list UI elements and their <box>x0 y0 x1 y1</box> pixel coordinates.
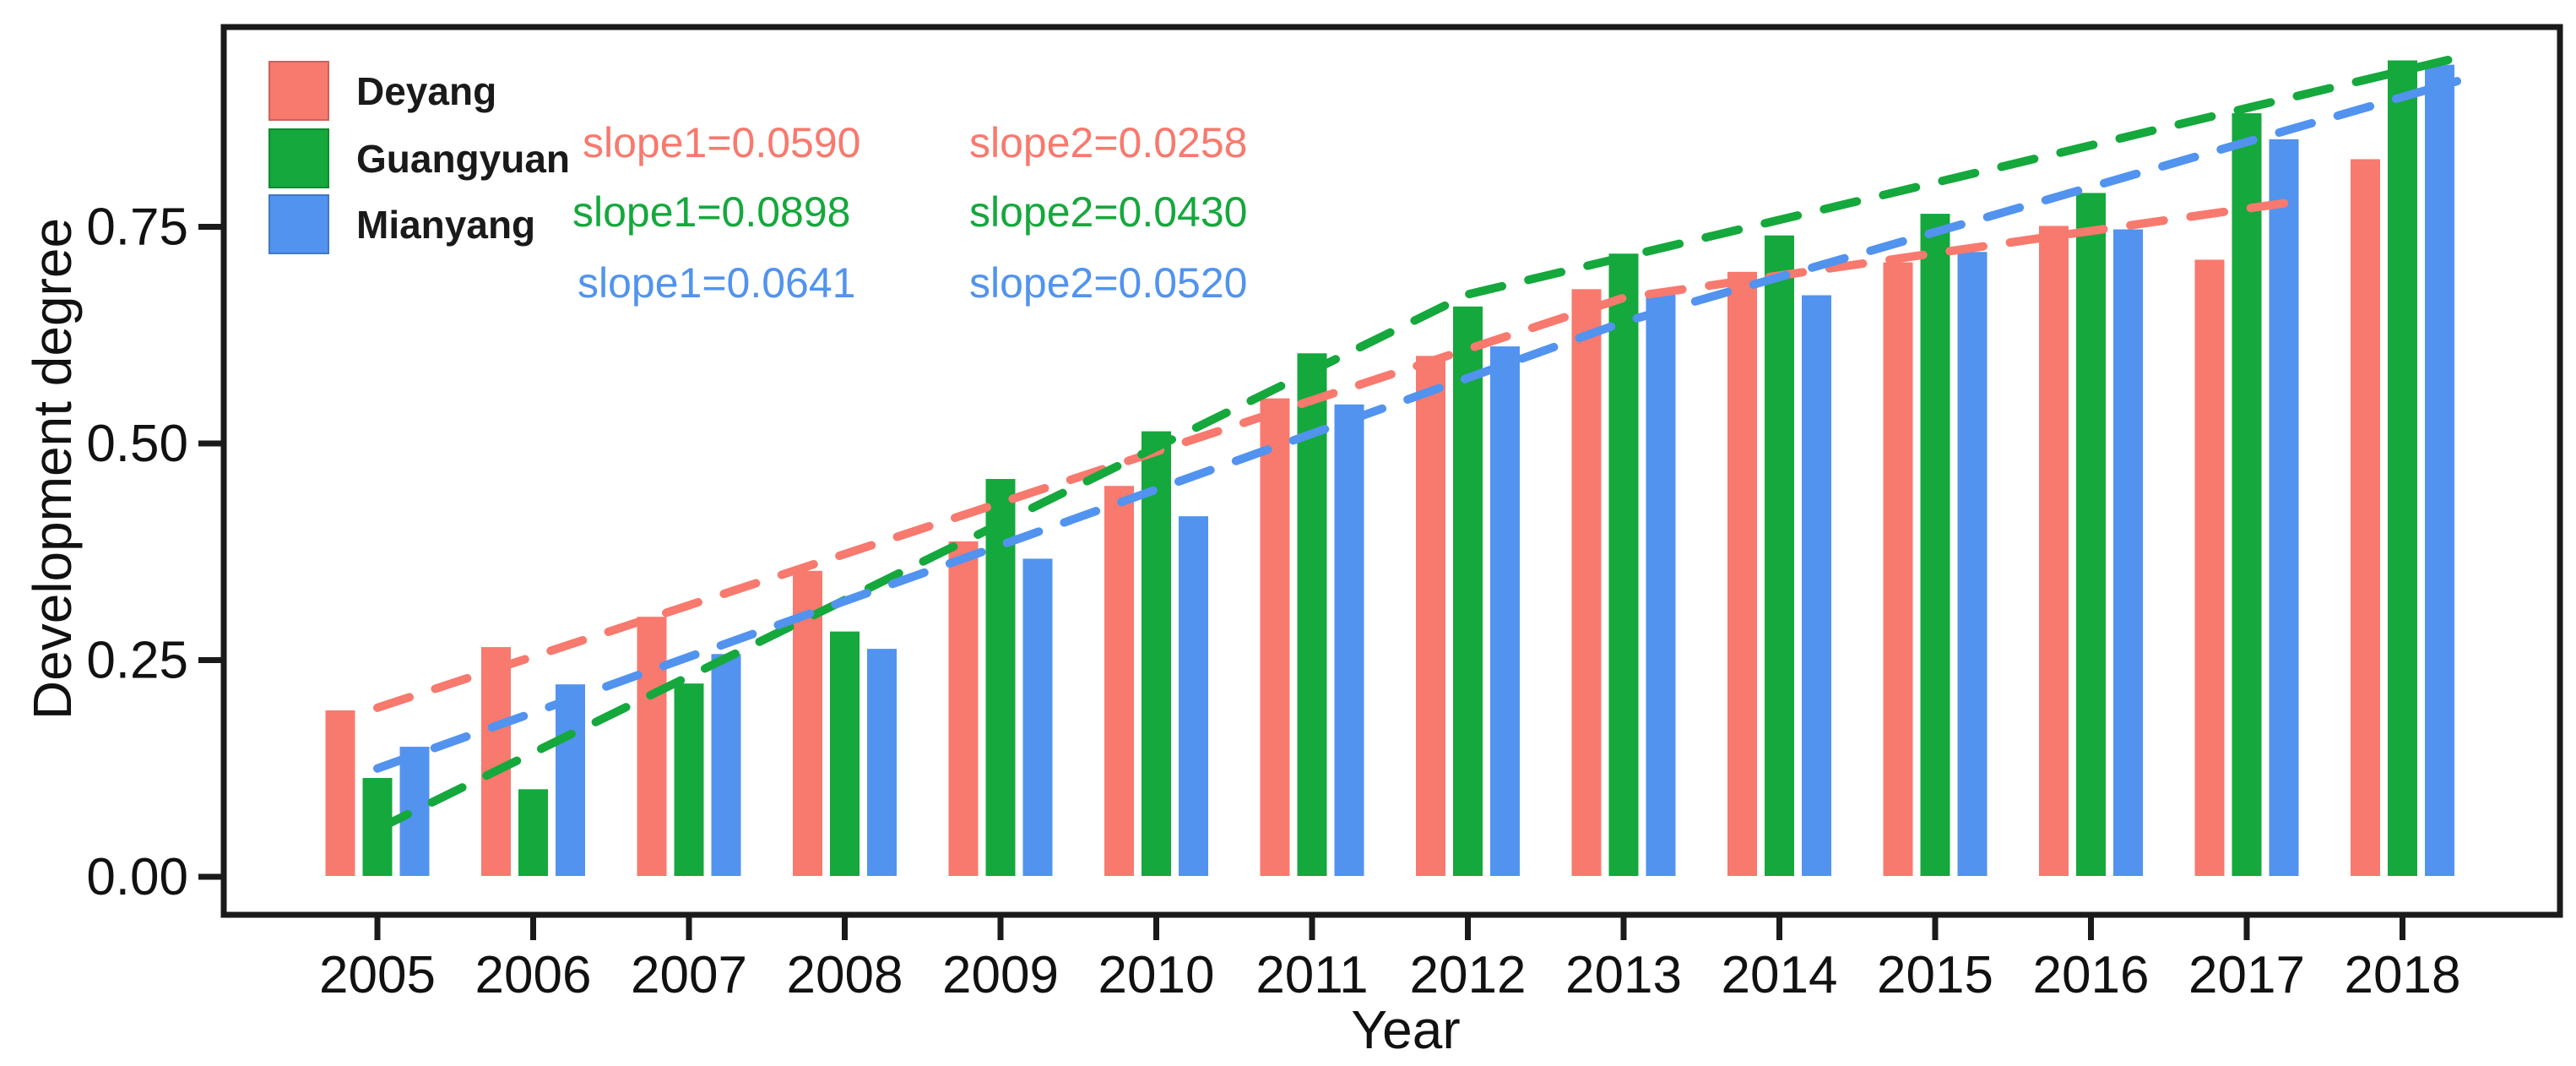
slope1-mianyang: slope1=0.0641 <box>578 259 856 307</box>
x-tick-label-2006: 2006 <box>475 946 592 1004</box>
x-tick-label-2008: 2008 <box>787 946 903 1004</box>
x-axis-title: Year <box>1351 999 1461 1060</box>
x-tick-label-2010: 2010 <box>1098 946 1215 1004</box>
bar-guangyuan-2018 <box>2386 58 2419 878</box>
legend-label-mianyang: Mianyang <box>356 202 536 247</box>
legend-label-deyang: Deyang <box>356 68 497 113</box>
bar-guangyuan-2015 <box>1918 212 1952 878</box>
y-axis-title: Development degree <box>22 217 83 721</box>
bar-mianyang-2012 <box>1489 345 1521 878</box>
slope1-deyang: slope1=0.0590 <box>583 119 861 166</box>
bar-mianyang-2006 <box>554 683 587 878</box>
slope2-mianyang: slope2=0.0520 <box>969 259 1248 307</box>
bar-mianyang-2018 <box>2423 63 2456 878</box>
bar-deyang-2016 <box>2037 224 2070 878</box>
x-tick-label-2013: 2013 <box>1565 946 1682 1004</box>
x-tick-label-2005: 2005 <box>319 946 436 1004</box>
x-tick-label-2011: 2011 <box>1255 946 1368 1004</box>
legend-swatch-mianyang <box>268 194 329 254</box>
y-tick-label-0.00: 0.00 <box>86 848 188 906</box>
x-tick-label-2018: 2018 <box>2345 946 2461 1004</box>
legend-swatch-deyang <box>268 61 329 121</box>
bar-deyang-2005 <box>323 708 357 878</box>
bar-deyang-2015 <box>1881 260 1915 878</box>
y-tick-label-0.25: 0.25 <box>86 632 188 690</box>
bar-mianyang-2009 <box>1021 557 1055 878</box>
x-tick-label-2007: 2007 <box>631 946 747 1004</box>
bar-deyang-2013 <box>1570 287 1603 878</box>
bar-mianyang-2005 <box>398 745 431 878</box>
bar-guangyuan-2010 <box>1140 429 1173 878</box>
bar-deyang-2014 <box>1726 269 1759 878</box>
bar-deyang-2010 <box>1103 484 1136 878</box>
bar-guangyuan-2016 <box>2074 191 2107 878</box>
bar-guangyuan-2008 <box>828 629 861 878</box>
bar-deyang-2011 <box>1258 396 1292 878</box>
plot-border <box>220 24 2563 918</box>
legend-item-guangyuan: Guangyuan <box>268 128 570 188</box>
bar-guangyuan-2014 <box>1763 233 1796 878</box>
bar-deyang-2012 <box>1414 354 1447 878</box>
slope2-deyang: slope2=0.0258 <box>969 119 1248 166</box>
legend-swatch-guangyuan <box>268 128 329 188</box>
x-tick-label-2014: 2014 <box>1722 946 1838 1004</box>
x-tick-label-2017: 2017 <box>2188 946 2305 1004</box>
trendline-mianyang <box>373 77 2462 773</box>
trendline-deyang <box>373 196 2306 712</box>
legend-item-deyang: Deyang <box>268 61 496 121</box>
bar-guangyuan-2017 <box>2230 111 2264 878</box>
bar-mianyang-2011 <box>1332 402 1366 878</box>
x-tick-label-2016: 2016 <box>2033 946 2150 1004</box>
bar-guangyuan-2007 <box>672 682 706 878</box>
bar-mianyang-2007 <box>709 652 743 878</box>
bar-mianyang-2017 <box>2267 137 2301 878</box>
bar-guangyuan-2006 <box>517 787 550 878</box>
x-tick-label-2015: 2015 <box>1877 946 1993 1004</box>
bar-deyang-2017 <box>2193 258 2226 878</box>
bar-mianyang-2008 <box>865 647 898 878</box>
slope1-guangyuan: slope1=0.0898 <box>572 188 851 236</box>
bar-mianyang-2014 <box>1800 293 1833 878</box>
bar-deyang-2018 <box>2349 157 2382 878</box>
x-tick-label-2012: 2012 <box>1410 946 1527 1004</box>
bar-mianyang-2015 <box>1955 250 1989 878</box>
bar-deyang-2007 <box>635 615 669 878</box>
x-tick-label-2009: 2009 <box>942 946 1059 1004</box>
y-tick-label-0.75: 0.75 <box>86 199 188 257</box>
bar-deyang-2009 <box>946 539 980 878</box>
bar-guangyuan-2012 <box>1451 304 1484 878</box>
y-tick-label-0.50: 0.50 <box>86 415 188 473</box>
bar-guangyuan-2013 <box>1607 252 1641 878</box>
trendline-guangyuan <box>373 53 2462 834</box>
legend-label-guangyuan: Guangyuan <box>356 136 571 181</box>
legend-item-mianyang: Mianyang <box>268 194 535 254</box>
bar-mianyang-2016 <box>2112 227 2145 878</box>
bar-mianyang-2013 <box>1644 290 1678 878</box>
bar-mianyang-2010 <box>1177 514 1210 878</box>
slope2-guangyuan: slope2=0.0430 <box>969 188 1248 236</box>
